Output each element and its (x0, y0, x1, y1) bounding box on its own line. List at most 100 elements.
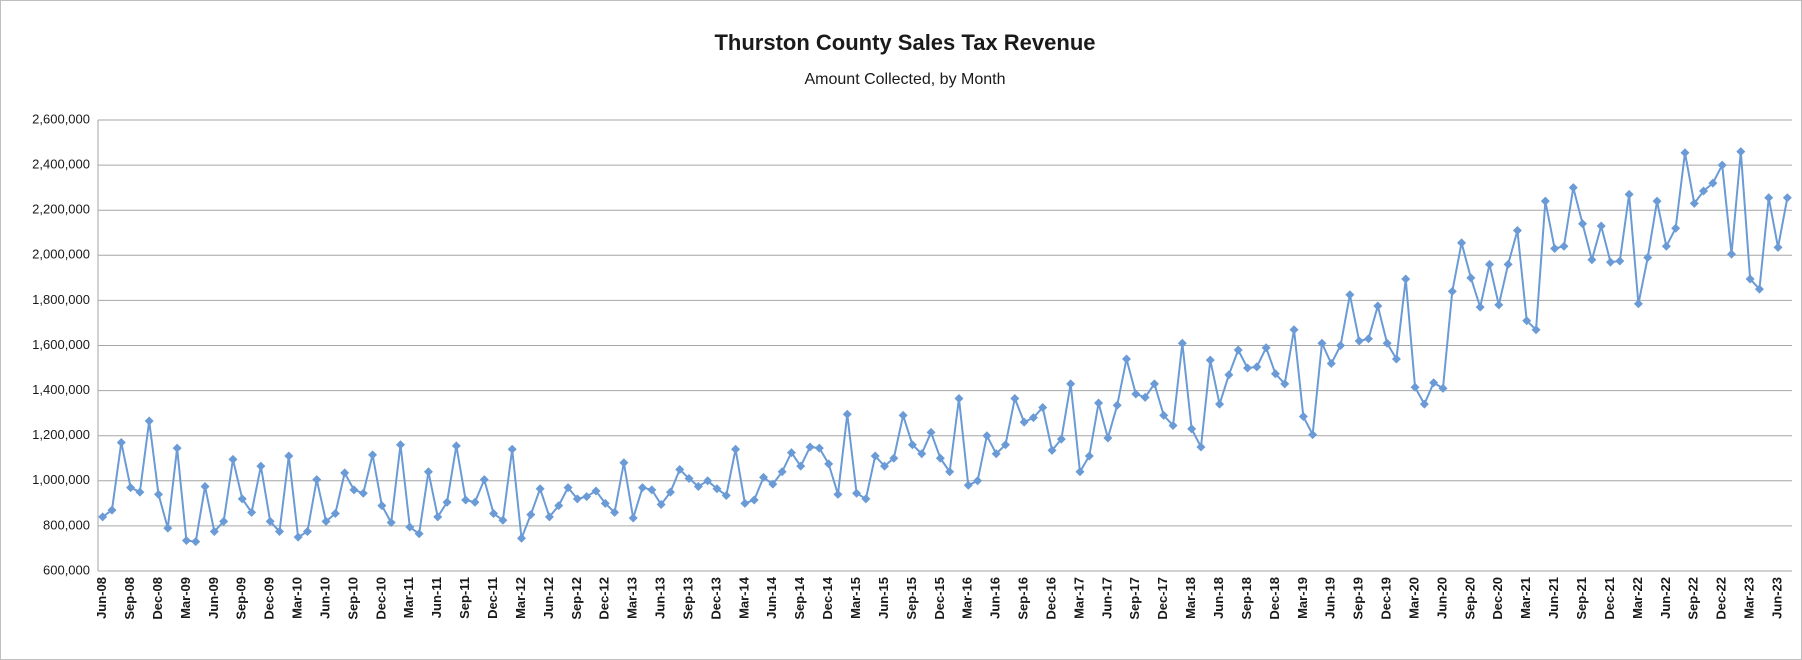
data-point (200, 481, 210, 491)
data-point (442, 497, 452, 507)
y-tick-label: 800,000 (43, 517, 90, 532)
y-tick-label: 2,200,000 (32, 202, 90, 217)
x-tick-label: Sep-17 (1127, 577, 1142, 620)
data-point (693, 481, 703, 491)
data-point (1512, 225, 1522, 235)
x-tick-label: Sep-20 (1462, 577, 1477, 620)
data-point (461, 495, 471, 505)
x-tick-label: Mar-10 (290, 577, 305, 619)
data-point (284, 451, 294, 461)
x-tick-label: Mar-12 (513, 577, 528, 619)
data-point (330, 508, 340, 518)
data-point (1224, 370, 1234, 380)
data-point (219, 516, 229, 526)
data-point (1401, 274, 1411, 284)
data-point (377, 501, 387, 511)
x-tick-label: Dec-19 (1379, 577, 1394, 620)
data-point (1382, 338, 1392, 348)
data-point (991, 449, 1001, 459)
data-point (1187, 424, 1197, 434)
x-tick-label: Jun-22 (1658, 577, 1673, 619)
data-point (265, 516, 275, 526)
data-point (1671, 223, 1681, 233)
data-point (1438, 383, 1448, 393)
data-point (1633, 299, 1643, 309)
data-point (591, 486, 601, 496)
y-tick-label: 1,200,000 (32, 427, 90, 442)
x-tick-label: Dec-22 (1714, 577, 1729, 620)
x-tick-label: Mar-16 (960, 577, 975, 619)
data-point (1373, 301, 1383, 311)
data-point (1308, 430, 1318, 440)
x-tick-label: Jun-09 (206, 577, 221, 619)
data-point (1680, 148, 1690, 158)
data-point (982, 431, 992, 441)
data-point (1056, 434, 1066, 444)
data-point (1233, 345, 1243, 355)
x-tick-label: Jun-11 (429, 577, 444, 618)
y-tick-label: 2,600,000 (32, 111, 90, 126)
data-point (907, 440, 917, 450)
x-tick-label: Mar-17 (1071, 577, 1086, 619)
data-point (945, 467, 955, 477)
data-point (1112, 400, 1122, 410)
data-point (805, 442, 815, 452)
data-point (116, 437, 126, 447)
y-tick-label: 1,800,000 (32, 292, 90, 307)
data-point (1531, 325, 1541, 335)
data-point (1727, 249, 1736, 259)
x-tick-label: Jun-17 (1099, 577, 1114, 619)
data-point (684, 474, 694, 484)
data-point (517, 533, 526, 543)
data-point (572, 494, 582, 504)
data-point (1708, 178, 1718, 188)
data-point (824, 459, 834, 469)
data-point (777, 467, 787, 477)
y-tick-label: 2,400,000 (32, 157, 90, 172)
x-tick-label: Mar-18 (1183, 577, 1198, 619)
x-tick-label: Jun-21 (1546, 577, 1561, 619)
data-point (1019, 417, 1029, 427)
data-point (833, 489, 843, 499)
y-tick-label: 600,000 (43, 562, 90, 577)
data-point (1094, 398, 1104, 408)
data-point (926, 427, 936, 437)
data-point (135, 487, 145, 497)
data-point (1084, 451, 1094, 461)
data-point (1336, 341, 1346, 350)
data-point (433, 512, 443, 522)
data-point (1540, 196, 1550, 206)
x-tick-label: Sep-18 (1239, 577, 1254, 620)
data-point (368, 450, 378, 460)
x-tick-label: Mar-20 (1406, 577, 1421, 619)
data-point (1466, 273, 1476, 283)
x-tick-label: Mar-13 (625, 577, 640, 619)
data-point (1196, 442, 1206, 452)
data-point (312, 475, 322, 485)
data-point (656, 499, 666, 509)
data-point (1764, 193, 1774, 203)
data-point (638, 483, 647, 493)
data-point (610, 507, 620, 517)
data-point (293, 532, 303, 542)
data-point (1075, 467, 1085, 477)
data-point (1280, 379, 1290, 389)
data-point (349, 485, 359, 495)
data-point (1261, 343, 1271, 353)
data-point (1661, 241, 1671, 251)
x-tick-label: Jun-16 (988, 577, 1003, 619)
data-point (1559, 241, 1569, 251)
x-tick-label: Dec-08 (150, 577, 165, 620)
x-tick-label: Jun-10 (317, 577, 332, 619)
x-tick-label: Jun-19 (1323, 577, 1338, 619)
data-point (526, 510, 536, 520)
data-point (814, 443, 824, 453)
x-tick-label: Mar-23 (1742, 577, 1757, 619)
data-point (358, 488, 368, 498)
data-point (1345, 290, 1355, 300)
data-point (619, 458, 629, 468)
data-point (228, 454, 238, 464)
data-point (544, 512, 554, 522)
x-tick-label: Sep-19 (1351, 577, 1366, 620)
